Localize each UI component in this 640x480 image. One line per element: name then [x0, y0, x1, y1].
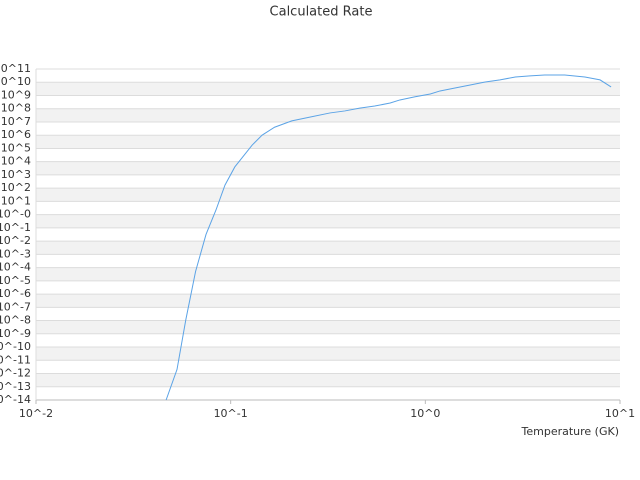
- y-tick-label: 10^-9: [0, 327, 31, 340]
- y-tick-label: 10^-5: [0, 274, 31, 287]
- grid-band: [36, 294, 620, 308]
- data-line: [165, 74, 612, 401]
- y-tick-label: 10^-1: [0, 221, 31, 234]
- grid-band: [36, 188, 620, 202]
- y-tick-label: 10^-14: [0, 393, 31, 406]
- grid-band: [36, 214, 620, 228]
- grid-band: [36, 267, 620, 281]
- y-tick-label: 10^-13: [0, 380, 31, 393]
- y-tick-label: 10^-7: [0, 300, 31, 313]
- y-tick-label: 10^9: [1, 88, 31, 101]
- y-tick-label: 10^-0: [0, 208, 31, 221]
- y-tick-label: 10^-6: [0, 287, 31, 300]
- y-tick-label: 10^10: [0, 75, 31, 88]
- y-tick-label: 10^3: [1, 168, 31, 181]
- x-axis-label: Temperature (GK): [521, 425, 620, 438]
- y-tick-label: 10^7: [1, 115, 31, 128]
- y-tick-label: 10^-10: [0, 340, 31, 353]
- x-tick-label: 10^-2: [19, 407, 53, 420]
- y-tick-label: 10^1: [1, 194, 31, 207]
- grid-band: [36, 320, 620, 334]
- y-tick-label: 10^-8: [0, 314, 31, 327]
- grid-band: [36, 373, 620, 387]
- y-tick-label: 10^-4: [0, 261, 31, 274]
- chart-title: Calculated Rate: [270, 5, 373, 20]
- grid-band: [36, 108, 620, 122]
- y-tick-label: 10^11: [0, 62, 31, 75]
- y-tick-label: 10^5: [1, 141, 31, 154]
- y-tick-label: 10^-3: [0, 247, 31, 260]
- y-tick-label: 10^-12: [0, 367, 31, 380]
- y-tick-label: 10^6: [1, 128, 31, 141]
- grid-band: [36, 241, 620, 255]
- grid-band: [36, 135, 620, 149]
- x-tick-label: 10^-1: [214, 407, 248, 420]
- x-tick-label: 10^1: [605, 407, 635, 420]
- y-tick-label: 10^-2: [0, 234, 31, 247]
- y-tick-label: 10^-11: [0, 353, 31, 366]
- y-tick-label: 10^8: [1, 102, 31, 115]
- grid-band: [36, 82, 620, 96]
- y-tick-label: 10^4: [1, 155, 31, 168]
- grid-band: [36, 161, 620, 175]
- x-tick-label: 10^0: [410, 407, 440, 420]
- grid-band: [36, 347, 620, 361]
- y-tick-label: 10^2: [1, 181, 31, 194]
